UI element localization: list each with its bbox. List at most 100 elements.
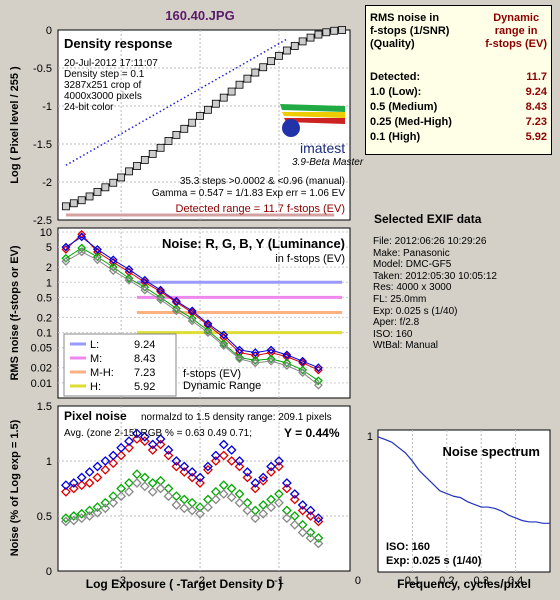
pixel-noise-point [171, 500, 182, 510]
exif-line: Make: Panasonic [373, 247, 450, 259]
density-info-line: 24-bit color [64, 102, 114, 113]
density-step-marker [251, 68, 260, 77]
density-steps: 35.3 steps >0.0002 & <0.96 (manual) [180, 176, 345, 187]
pixel-noise-point [297, 527, 308, 538]
pixel-noise-point [155, 439, 166, 450]
density-step-marker [306, 33, 315, 42]
legend-key: M-H: [90, 367, 114, 379]
pixel-noise-point [266, 502, 277, 513]
pixel-noise-point [218, 450, 229, 461]
pixel-noise-point [258, 472, 269, 483]
pixel-noise-point [289, 519, 300, 530]
pixel-noise-point [76, 480, 87, 491]
rms-row: Detected: 11.7 [370, 70, 547, 84]
exif-line: ISO: 160 [373, 328, 413, 340]
noise-point [250, 348, 260, 358]
density-step-marker [235, 80, 244, 89]
pixel-noise-point [92, 472, 103, 483]
pixel-noise-point [171, 456, 182, 466]
density-step-marker [85, 192, 94, 201]
pixel-noise-point [68, 483, 79, 494]
noise-point [219, 339, 229, 349]
pixel-noise-point [60, 513, 71, 524]
dr-header-line-1: Dynamic [493, 12, 540, 24]
pixel-noise-xlabel: Log Exposure ( -Target Density D ) [86, 577, 282, 591]
pixel-noise-point [139, 436, 150, 447]
pixel-noise-ytick-label: 1.5 [37, 401, 52, 413]
pixel-noise-point [203, 461, 213, 472]
density-step-marker [290, 42, 299, 50]
pixel-noise-point [218, 489, 229, 499]
pixel-noise-xtick-label: 0 [355, 575, 361, 587]
pixel-noise-point [297, 505, 308, 516]
pixel-noise-point [242, 472, 253, 483]
noise-point [266, 354, 276, 364]
pixel-noise-point [100, 464, 111, 475]
pixel-noise-point [139, 431, 150, 442]
pixel-noise-point [155, 434, 166, 444]
pixel-noise-point [313, 538, 324, 549]
density-ytick-label: -1 [42, 101, 52, 113]
noise-point [266, 345, 276, 355]
pixel-noise-ytick-label: 1 [46, 456, 52, 468]
pixel-noise-point [305, 511, 316, 521]
file-title: 160.40.JPG [165, 8, 234, 23]
pixel-noise-point [171, 461, 182, 472]
pixel-noise-point [147, 486, 158, 497]
pixel-noise-point [289, 489, 300, 499]
noise-point [124, 275, 134, 285]
pixel-noise-ylabel: Noise (% of Log exp = 1.5) [9, 419, 21, 556]
pixel-noise-ytick-label: 0.5 [37, 511, 52, 523]
pixel-noise-point [131, 478, 142, 488]
pixel-noise-point [187, 467, 198, 477]
pixel-noise-point [84, 467, 95, 477]
density-info-line: 3287x251 crop of [64, 80, 142, 91]
noise-ytick-label: 2 [46, 262, 52, 274]
pixel-noise-point [297, 500, 308, 510]
noise-point [314, 380, 323, 390]
pixel-noise-point [163, 491, 174, 502]
pixel-noise-point [203, 502, 213, 513]
density-ylabel: Log ( Pixel level / 255 ) [9, 66, 21, 184]
rms-row: 0.5 (Medium) 8.43 [370, 100, 547, 114]
noise-point [77, 247, 87, 257]
pixel-noise-point [84, 505, 95, 516]
density-step-marker [338, 26, 347, 34]
pixel-noise-point [274, 461, 284, 472]
pixel-noise-point [131, 428, 142, 439]
pixel-noise-point [124, 442, 134, 453]
pixel-noise-point [179, 461, 190, 472]
pixel-noise-point [76, 513, 87, 524]
pixel-noise-point [92, 507, 103, 518]
spectrum-xlabel: Frequency, cycles/pixel [397, 577, 531, 591]
noise-fstops-ylabel: RMS noise (f-stops or EV) [9, 245, 21, 380]
noise-point [219, 341, 229, 351]
noise-point [298, 356, 308, 366]
density-step-marker [172, 130, 181, 139]
density-step-marker [164, 137, 173, 145]
pixel-noise-point [116, 491, 127, 502]
density-info-line: 4000x3000 pixels [64, 91, 142, 102]
pixel-noise-point [226, 456, 237, 466]
noise-point [108, 266, 118, 276]
legend-key: L: [90, 339, 99, 351]
noise-point [124, 265, 134, 274]
rms-row-label: 0.25 (Med-High) [370, 116, 452, 128]
exif-title: Selected EXIF data [374, 212, 482, 226]
rms-row-label: 1.0 (Low): [370, 86, 422, 98]
pixel-noise-point [250, 478, 261, 488]
spectrum-xtick-label: 0.1 [405, 575, 420, 587]
density-step-marker [156, 143, 165, 152]
noise-ytick-label: 0.1 [37, 328, 52, 340]
noise-point [203, 328, 213, 337]
noise-point [282, 361, 292, 371]
pixel-noise-point [108, 491, 119, 502]
noise-point [235, 345, 244, 355]
density-ytick-label: -2.5 [33, 215, 52, 227]
density-step-marker [109, 178, 118, 187]
exif-line: Model: DMC-GF5 [373, 259, 452, 271]
pixel-noise-point [234, 456, 245, 466]
pixel-noise-point [305, 533, 316, 543]
pixel-noise-point [108, 458, 119, 469]
